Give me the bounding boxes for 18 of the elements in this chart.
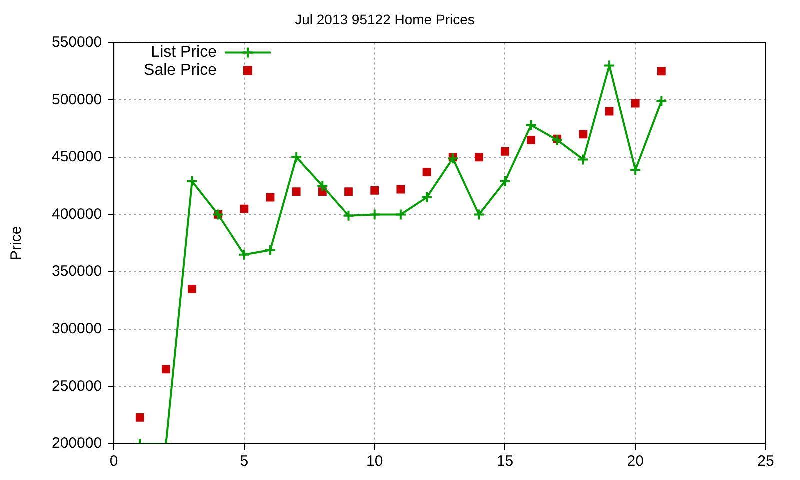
y-tick-label: 200000 [52, 435, 102, 452]
y-tick-label: 350000 [52, 263, 102, 280]
x-tick-label: 25 [758, 453, 774, 470]
y-tick-label: 450000 [52, 148, 102, 166]
x-tick-label: 5 [240, 453, 249, 470]
y-tick-label: 400000 [52, 206, 102, 223]
y-tick-label: 500000 [52, 91, 102, 108]
y-tick-label: 250000 [52, 378, 102, 395]
x-tick-label: 20 [627, 453, 644, 470]
legend-label: Sale Price [144, 62, 218, 80]
y-axis-title: Price [8, 226, 26, 260]
x-tick-label: 0 [110, 453, 118, 470]
x-tick-label: 15 [496, 453, 514, 470]
chart-title: Jul 2013 95122 Home Prices [295, 11, 475, 28]
legend-label: List Price [151, 44, 218, 62]
y-tick-label: 300000 [52, 320, 102, 338]
x-tick-label: 10 [366, 453, 384, 470]
y-tick-label: 550000 [52, 34, 102, 51]
